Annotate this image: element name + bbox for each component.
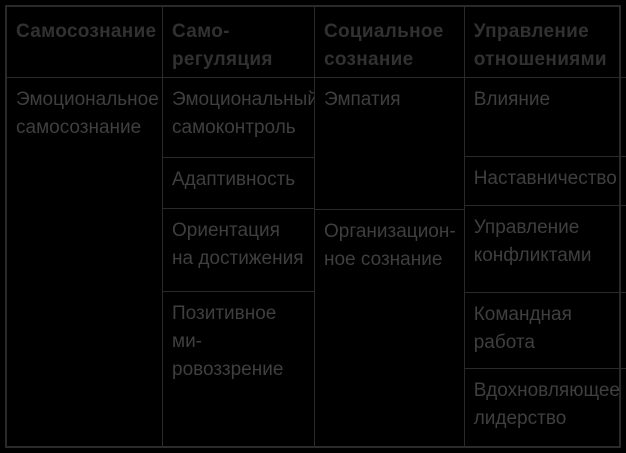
- column-self-regulation: Само- регуляция Эмоциональный самоконтро…: [162, 7, 314, 446]
- cell-emotional-self-control: Эмоциональный самоконтроль: [163, 77, 314, 157]
- cell-influence: Влияние: [464, 77, 626, 156]
- cell-mentoring: Наставничество: [464, 156, 626, 205]
- cell-empathy: Эмпатия: [315, 77, 464, 209]
- cell-emotional-self-awareness: Эмоциональное самосознание: [7, 77, 162, 446]
- cell-inspirational-leadership: Вдохновляющее лидерство: [464, 368, 626, 446]
- header-self-awareness: Самосознание: [16, 21, 157, 42]
- column-social-awareness: Социальное сознание Эмпатия Организацион…: [314, 7, 464, 446]
- cell-positive-outlook: Позитивное ми- ровоззрение: [163, 291, 314, 446]
- cell-adaptability: Адаптивность: [163, 157, 314, 208]
- column-relationship-management: Управление отношениями Влияние Наставнич…: [463, 7, 626, 446]
- header-social-awareness: Социальное сознание: [324, 21, 444, 70]
- ei-competencies-table: Самосознание Эмоциональное самосознание …: [5, 5, 626, 448]
- header-relationship-management: Управление отношениями: [473, 21, 607, 70]
- cell-teamwork: Командная работа: [464, 292, 626, 368]
- column-self-awareness: Самосознание Эмоциональное самосознание: [7, 7, 162, 446]
- cell-organizational-awareness: Организацион- ное сознание: [315, 209, 464, 446]
- header-self-regulation: Само- регуляция: [172, 21, 273, 70]
- cell-achievement-orientation: Ориентация на достижения: [163, 208, 314, 291]
- cell-conflict-management: Управление конфликтами: [464, 205, 626, 292]
